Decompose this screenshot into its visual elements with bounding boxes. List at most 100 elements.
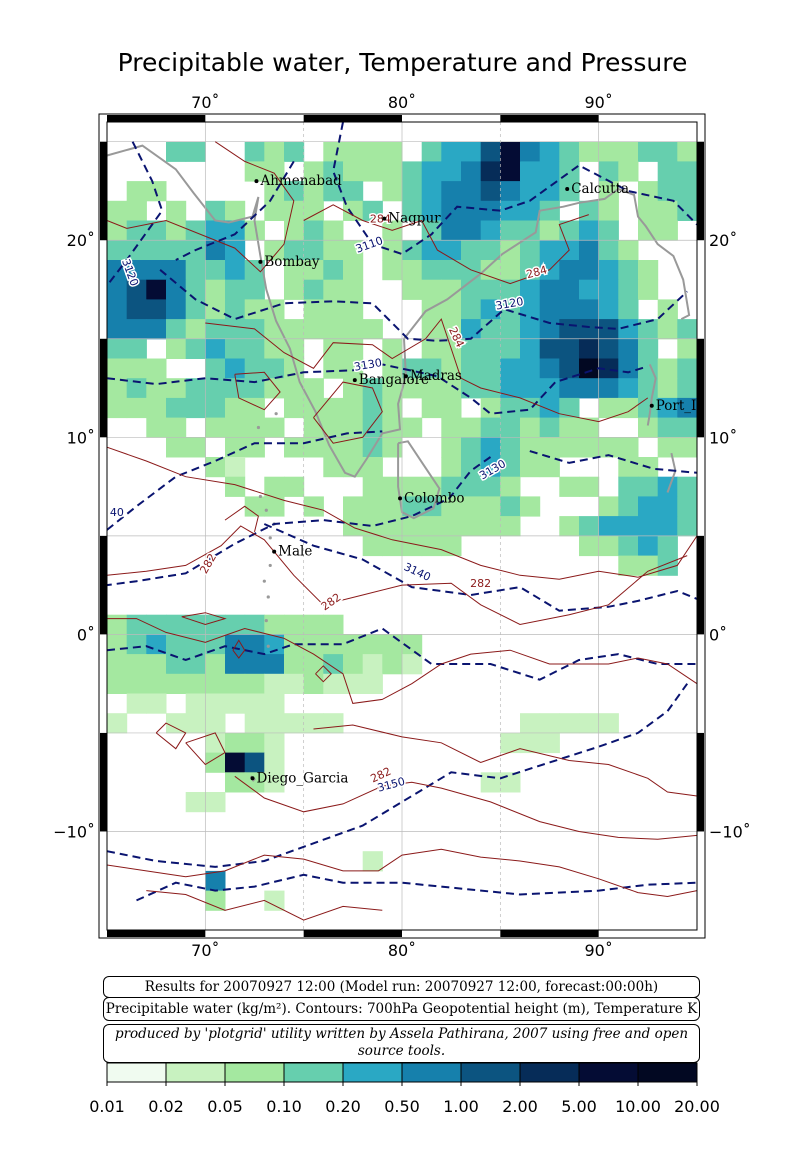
precip-cell [461, 496, 482, 517]
precip-cell [284, 673, 305, 694]
precip-cell [539, 397, 560, 419]
precip-cell [402, 496, 423, 517]
precip-cell [402, 240, 423, 261]
precip-cell [382, 358, 403, 379]
island-dot [274, 412, 278, 416]
temperature-contour [313, 724, 698, 797]
precip-cell [579, 260, 600, 281]
precip-cell [441, 299, 462, 320]
precip-cell [657, 319, 678, 340]
precip-cell [480, 299, 501, 320]
precip-cell [166, 240, 187, 261]
precip-cell [264, 752, 285, 773]
precip-cell [500, 338, 521, 359]
precip-cell [126, 673, 147, 694]
precip-cell [520, 397, 541, 419]
precip-cell [107, 279, 128, 300]
island-dot [268, 563, 272, 568]
colorbar: 0.01 0.02 0.05 0.10 0.20 0.50 1.00 2.00 5.00 10.0… [89, 1062, 720, 1116]
precip-cell [107, 220, 128, 241]
precip-cell [205, 338, 226, 359]
precip-cell [539, 358, 560, 379]
precip-cell [205, 417, 226, 438]
precip-cell [520, 713, 541, 734]
precip-cell [441, 181, 462, 202]
precip-cell [244, 693, 265, 714]
precip-cell [126, 240, 147, 261]
precip-cell [539, 319, 560, 340]
precip-cell [382, 260, 403, 281]
precip-cell [284, 397, 305, 419]
precip-cell [362, 200, 383, 221]
precip-cell [146, 378, 167, 399]
precip-cell [126, 358, 147, 379]
precip-cell [382, 535, 403, 557]
precip-cell [244, 654, 265, 675]
precip-cell [323, 634, 344, 655]
frame-segment [100, 141, 107, 241]
precip-cell [205, 732, 226, 754]
outer-border [98, 113, 706, 939]
precip-cell [185, 220, 206, 241]
precip-cell [539, 181, 560, 202]
precip-cell [323, 713, 344, 734]
precip-cell [559, 397, 580, 419]
precip-cell [323, 338, 344, 359]
precip-cell [480, 358, 501, 379]
precip-cell [205, 890, 226, 911]
precip-cell [146, 299, 167, 320]
precip-cell [500, 457, 521, 478]
precip-cell [225, 319, 246, 340]
precip-cell [244, 397, 265, 419]
precip-cell [343, 338, 364, 359]
precip-cell [598, 279, 619, 300]
temperature-contour [224, 505, 259, 533]
precip-cell [343, 240, 364, 261]
precip-cell [107, 260, 128, 281]
precip-cell [244, 161, 265, 182]
precip-cell [323, 319, 344, 340]
precip-cell [402, 358, 423, 379]
precip-cell [146, 279, 167, 300]
precip-cell [205, 654, 226, 675]
precip-cell [441, 417, 462, 438]
precip-cell [500, 378, 521, 399]
precip-cell [284, 634, 305, 655]
precip-cell [107, 654, 128, 675]
height-contour [106, 141, 164, 287]
temperature-contour [146, 890, 383, 921]
frame-segment [697, 338, 704, 438]
precip-cell [441, 516, 462, 537]
precip-cell [441, 260, 462, 281]
height-contour [529, 450, 698, 474]
precip-cell [421, 181, 442, 202]
precipitation-grid [107, 141, 698, 911]
precip-cell [421, 358, 442, 379]
colorbar-label: 0.01 [89, 1097, 125, 1116]
precip-cell [480, 457, 501, 478]
precip-cell [559, 279, 580, 300]
colorbar-swatch [461, 1063, 521, 1082]
colorbar-swatch [402, 1063, 462, 1082]
precip-cell [126, 378, 147, 399]
precip-cell [166, 673, 187, 694]
precip-cell [323, 614, 344, 635]
temperature-contour-label: 282 [319, 591, 344, 614]
precip-cell [520, 378, 541, 399]
frame-segment [303, 115, 402, 122]
precip-cell [461, 319, 482, 340]
latitude-tick-label: −10˚ [53, 822, 95, 841]
precip-cell [480, 319, 501, 340]
height-contour-label: 40 [110, 506, 124, 519]
island-dot [258, 494, 262, 499]
precip-cell [382, 240, 403, 261]
precip-cell [225, 634, 246, 655]
colorbar-label: 10.00 [615, 1097, 661, 1116]
precip-cell [225, 397, 246, 419]
precip-cell [500, 437, 521, 458]
map-frame [98, 113, 706, 939]
precip-cell [579, 476, 600, 497]
precip-cell [618, 378, 639, 399]
precip-cell [205, 319, 226, 340]
island-dot [266, 595, 270, 599]
